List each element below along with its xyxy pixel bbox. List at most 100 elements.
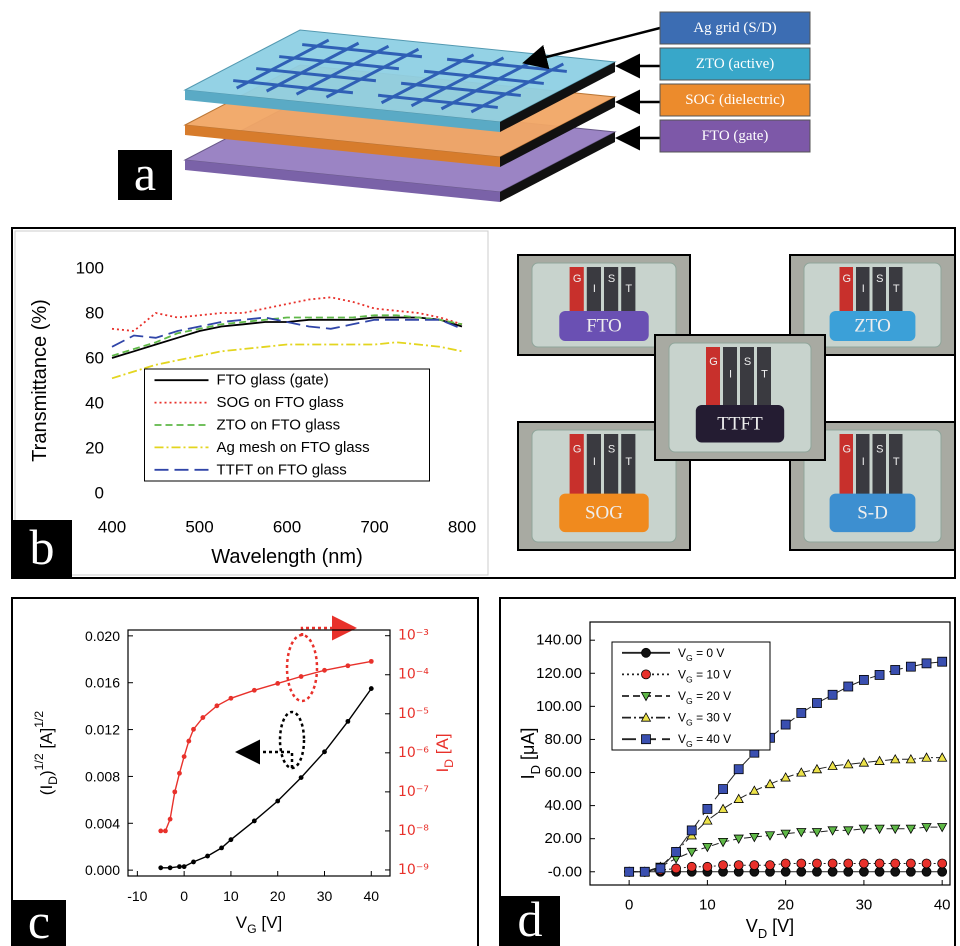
y-tick-label: -0.00	[548, 863, 582, 880]
x-tick-label: 0	[180, 888, 188, 904]
marker	[275, 681, 280, 686]
marker	[369, 686, 374, 691]
marker	[719, 861, 728, 870]
x-axis-label: VD [V]	[746, 916, 794, 941]
electrode-label: T	[625, 456, 632, 468]
marker	[859, 758, 868, 766]
x-axis-label: VG [V]	[236, 913, 282, 937]
marker	[828, 690, 837, 699]
legend-label-part: = 30 V	[693, 711, 731, 725]
marker	[345, 719, 350, 724]
x-axis-label-part: D	[758, 926, 767, 941]
marker	[168, 817, 173, 822]
layer-stack	[185, 28, 660, 202]
marker	[719, 785, 728, 794]
marker	[906, 825, 915, 833]
marker	[797, 859, 806, 868]
marker	[252, 688, 257, 693]
y-axis-label: (ID)1/2 [A]1/2	[32, 711, 60, 796]
y-axis-label: Transmittance (%)	[29, 299, 51, 462]
y-tick-label: 40	[85, 394, 104, 413]
x-tick-label: -10	[127, 888, 147, 904]
y2-tick-label: 10⁻⁴	[398, 667, 429, 683]
electrode-label: I	[862, 283, 865, 295]
legend-label-part: = 40 V	[693, 732, 731, 746]
panel-letter: b	[30, 519, 55, 575]
y-tick-label: 140.00	[536, 632, 582, 649]
marker	[703, 843, 712, 851]
electrode-label: T	[761, 369, 768, 381]
electrode-label: I	[862, 456, 865, 468]
electrode-label: T	[893, 456, 900, 468]
y-tick-label: 120.00	[536, 665, 582, 682]
marker	[299, 775, 304, 780]
panel-letter: d	[518, 891, 543, 946]
marker	[906, 662, 915, 671]
x-tick-label: 600	[273, 518, 301, 537]
y2-tick-label: 10⁻⁹	[398, 862, 429, 878]
layer-label: Ag grid (S/D)	[693, 20, 776, 36]
marker	[844, 867, 853, 876]
y-axis-label-part: [μA]	[518, 728, 538, 765]
marker	[299, 674, 304, 679]
marker	[906, 859, 915, 868]
electrode-label: I	[729, 369, 732, 381]
y2-tick-label: 10⁻⁵	[398, 706, 429, 722]
marker	[797, 708, 806, 717]
y2-tick-label: 10⁻⁶	[398, 745, 429, 761]
legend-label-part: = 20 V	[693, 689, 731, 703]
x-tick-label: 10	[223, 888, 239, 904]
y2-axis-label: ID [A]	[433, 733, 457, 772]
marker	[703, 816, 712, 824]
y-axis-label-part: [A]	[37, 728, 56, 754]
marker	[906, 867, 915, 876]
marker	[766, 780, 775, 788]
layer-label: SOG (dielectric)	[685, 92, 785, 108]
x-tick-label: 800	[448, 518, 476, 537]
marker	[345, 663, 350, 668]
y-tick-label: 0.008	[85, 768, 120, 784]
marker	[642, 735, 651, 744]
legend: VG = 0 VVG = 10 VVG = 20 VVG = 30 VVG = …	[612, 642, 770, 750]
marker	[734, 794, 743, 802]
x-tick-label: 20	[777, 897, 794, 914]
marker	[875, 756, 884, 764]
x-tick-label: 10	[699, 897, 716, 914]
marker	[922, 659, 931, 668]
marker	[828, 859, 837, 868]
legend-label-part: V	[678, 711, 686, 725]
marker	[859, 867, 868, 876]
marker	[687, 862, 696, 871]
x-axis-label: Wavelength (nm)	[211, 546, 363, 568]
annotations	[240, 628, 352, 768]
marker	[703, 804, 712, 813]
marker	[875, 670, 884, 679]
y-tick-label: 60.00	[544, 764, 582, 781]
marker	[172, 789, 177, 794]
x-tick-label: 30	[856, 897, 873, 914]
y2-tick-label: 10⁻³	[398, 628, 429, 644]
marker	[781, 773, 790, 781]
photo-label: FTO	[586, 316, 622, 337]
series-line	[161, 689, 371, 868]
electrode-label: T	[625, 283, 632, 295]
marker	[229, 696, 234, 701]
marker	[642, 670, 651, 679]
y-axis-label: ID [μA]	[518, 728, 543, 780]
series-line	[161, 661, 371, 831]
marker	[938, 867, 947, 876]
marker	[672, 864, 681, 873]
marker	[672, 847, 681, 856]
x-tick-label: 700	[360, 518, 388, 537]
legend-label-part: V	[678, 646, 686, 660]
electrode-label: G	[573, 443, 582, 455]
marker	[182, 864, 187, 869]
marker	[766, 861, 775, 870]
marker	[252, 819, 257, 824]
electrode-label: S	[876, 273, 883, 285]
marker	[703, 862, 712, 871]
marker	[687, 826, 696, 835]
marker	[687, 848, 696, 856]
y-tick-label: 20.00	[544, 830, 582, 847]
y-axis-label-part: (I	[37, 785, 56, 795]
